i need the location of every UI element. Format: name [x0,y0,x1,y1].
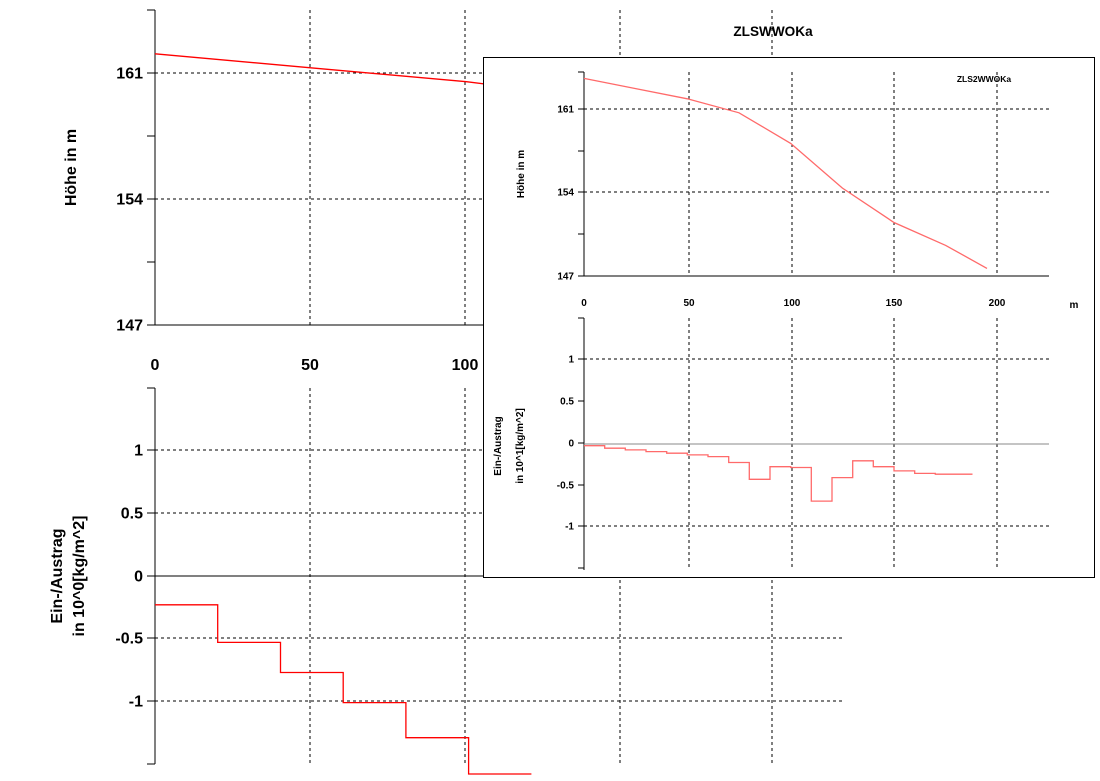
inset-top-y-axis-label: Höhe in m [516,150,527,198]
inset-top-series-line-0 [583,77,988,269]
main-top-title: ZLSWWOKa [733,24,813,39]
inset-top-x-tick-label-2: 100 [784,298,801,309]
main-top-y-axis-label: Höhe in m [63,129,80,206]
main-bottom-series-step-0 [155,604,532,775]
inset-bottom-y-tick-label-2: 0 [568,439,574,450]
main-bottom-y-axis-label-1: in 10^0[kg/m^2] [71,516,88,637]
main-bottom-y-tick-label-0: 1 [134,443,143,460]
inset-bottom-y-tick-label-0: 1 [568,355,574,366]
main-top-y-tick-label-2: 161 [116,66,143,83]
inset-top-x-unit-label: m [1070,300,1079,311]
main-bottom-y-tick-label-3: -0.5 [115,631,143,648]
inset-bottom-y-axis-label-1: in 10^1[kg/m^2] [515,408,526,484]
inset-bottom-y-tick-label-4: -1 [565,522,574,533]
inset-chart: 147 154 161 0 50 100 150 200 Höhe in m ZLS2WWOKa m… [493,71,1079,570]
inset-bottom-y-axis-label-0: Ein-/Austrag [493,416,504,475]
main-bottom-y-tick-label-1: 0.5 [121,506,143,523]
main-top-y-tick-label-0: 147 [116,318,143,335]
inset-top-y-tick-label-1: 154 [557,188,574,199]
main-top-x-tick-label-0: 0 [151,357,160,374]
inset-chart-frame: 147 154 161 0 50 100 150 200 Höhe in m ZLS2WWOKa m… [483,57,1095,578]
inset-top-y-tick-label-2: 161 [557,105,574,116]
inset-top-x-tick-label-1: 50 [683,298,695,309]
inset-top-x-tick-label-4: 200 [989,298,1006,309]
main-bottom-y-tick-label-2: 0 [134,569,143,586]
inset-bottom-series-step-0 [584,445,973,502]
inset-top-y-tick-label-0: 147 [557,272,574,283]
inset-bottom-y-tick-label-1: 0.5 [560,397,574,408]
inset-top-x-tick-label-3: 150 [886,298,903,309]
inset-top-title: ZLS2WWOKa [957,74,1012,84]
main-bottom-y-axis-label-0: Ein-/Austrag [49,528,66,623]
main-top-y-tick-label-1: 154 [116,192,143,209]
inset-top-x-tick-label-0: 0 [581,298,587,309]
main-bottom-y-tick-label-4: -1 [129,694,143,711]
inset-bottom-y-tick-label-3: -0.5 [557,481,575,492]
main-top-x-tick-label-2: 100 [452,357,479,374]
main-top-x-tick-label-1: 50 [301,357,319,374]
